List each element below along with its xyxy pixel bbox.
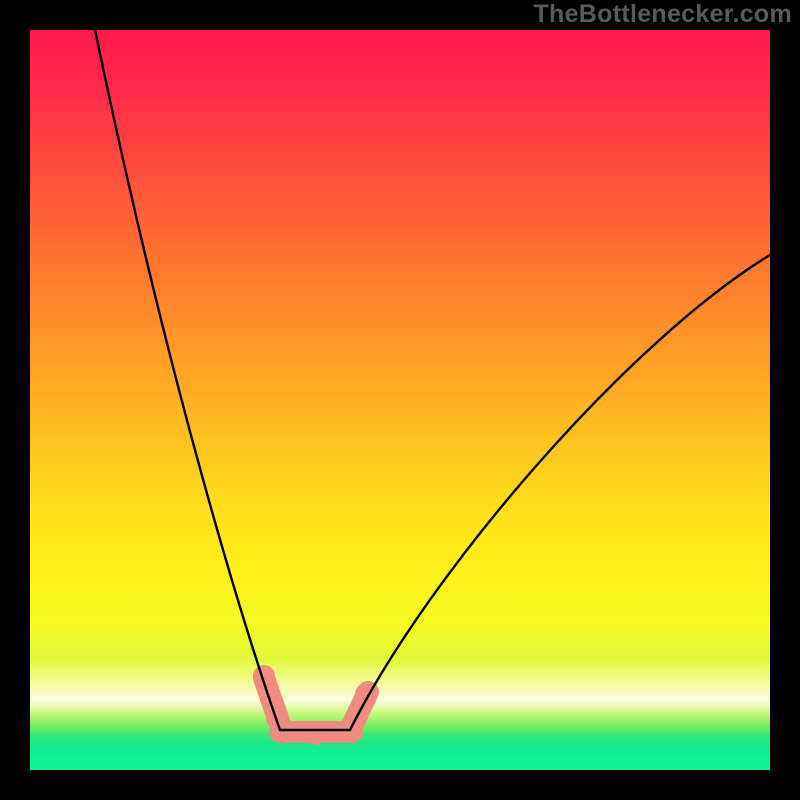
chart-svg (30, 30, 770, 770)
gradient-background (30, 30, 770, 770)
watermark-text: TheBottlenecker.com (533, 0, 792, 29)
plot-area (30, 30, 770, 770)
